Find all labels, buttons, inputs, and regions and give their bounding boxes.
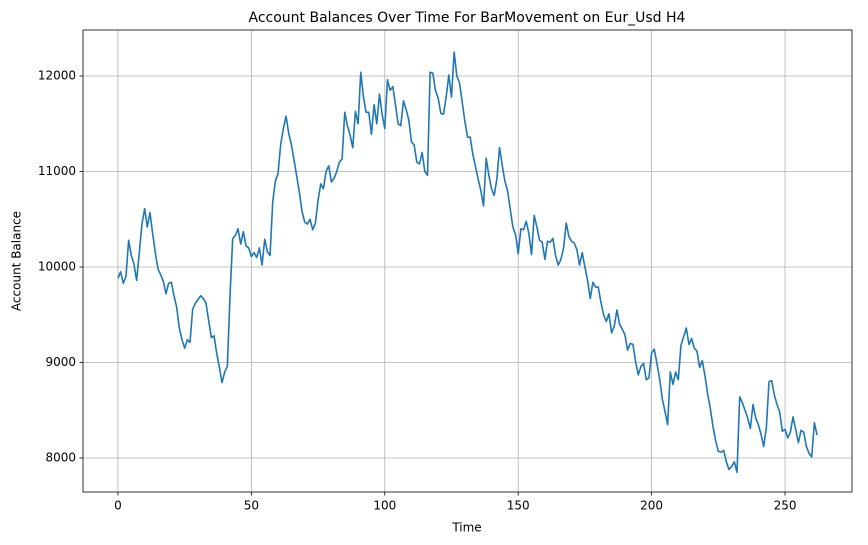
plot-frame	[82, 29, 853, 493]
x-tick-label: 250	[774, 499, 797, 513]
x-tick-label: 50	[244, 499, 259, 513]
y-tick-label: 10000	[38, 260, 76, 274]
y-tick-label: 12000	[38, 69, 76, 83]
data-line	[117, 51, 818, 474]
x-tick-label: 100	[373, 499, 396, 513]
x-tick-label: 200	[640, 499, 663, 513]
x-tick-label: 150	[507, 499, 530, 513]
chart-title: Account Balances Over Time For BarMoveme…	[249, 10, 686, 26]
y-tick-label: 9000	[45, 355, 76, 369]
y-tick-label: 8000	[45, 451, 76, 465]
x-tick-label: 0	[114, 499, 122, 513]
y-tick-label: 11000	[38, 164, 76, 178]
y-axis-label: Account Balance	[10, 211, 24, 311]
x-axis-label: Time	[451, 521, 481, 535]
